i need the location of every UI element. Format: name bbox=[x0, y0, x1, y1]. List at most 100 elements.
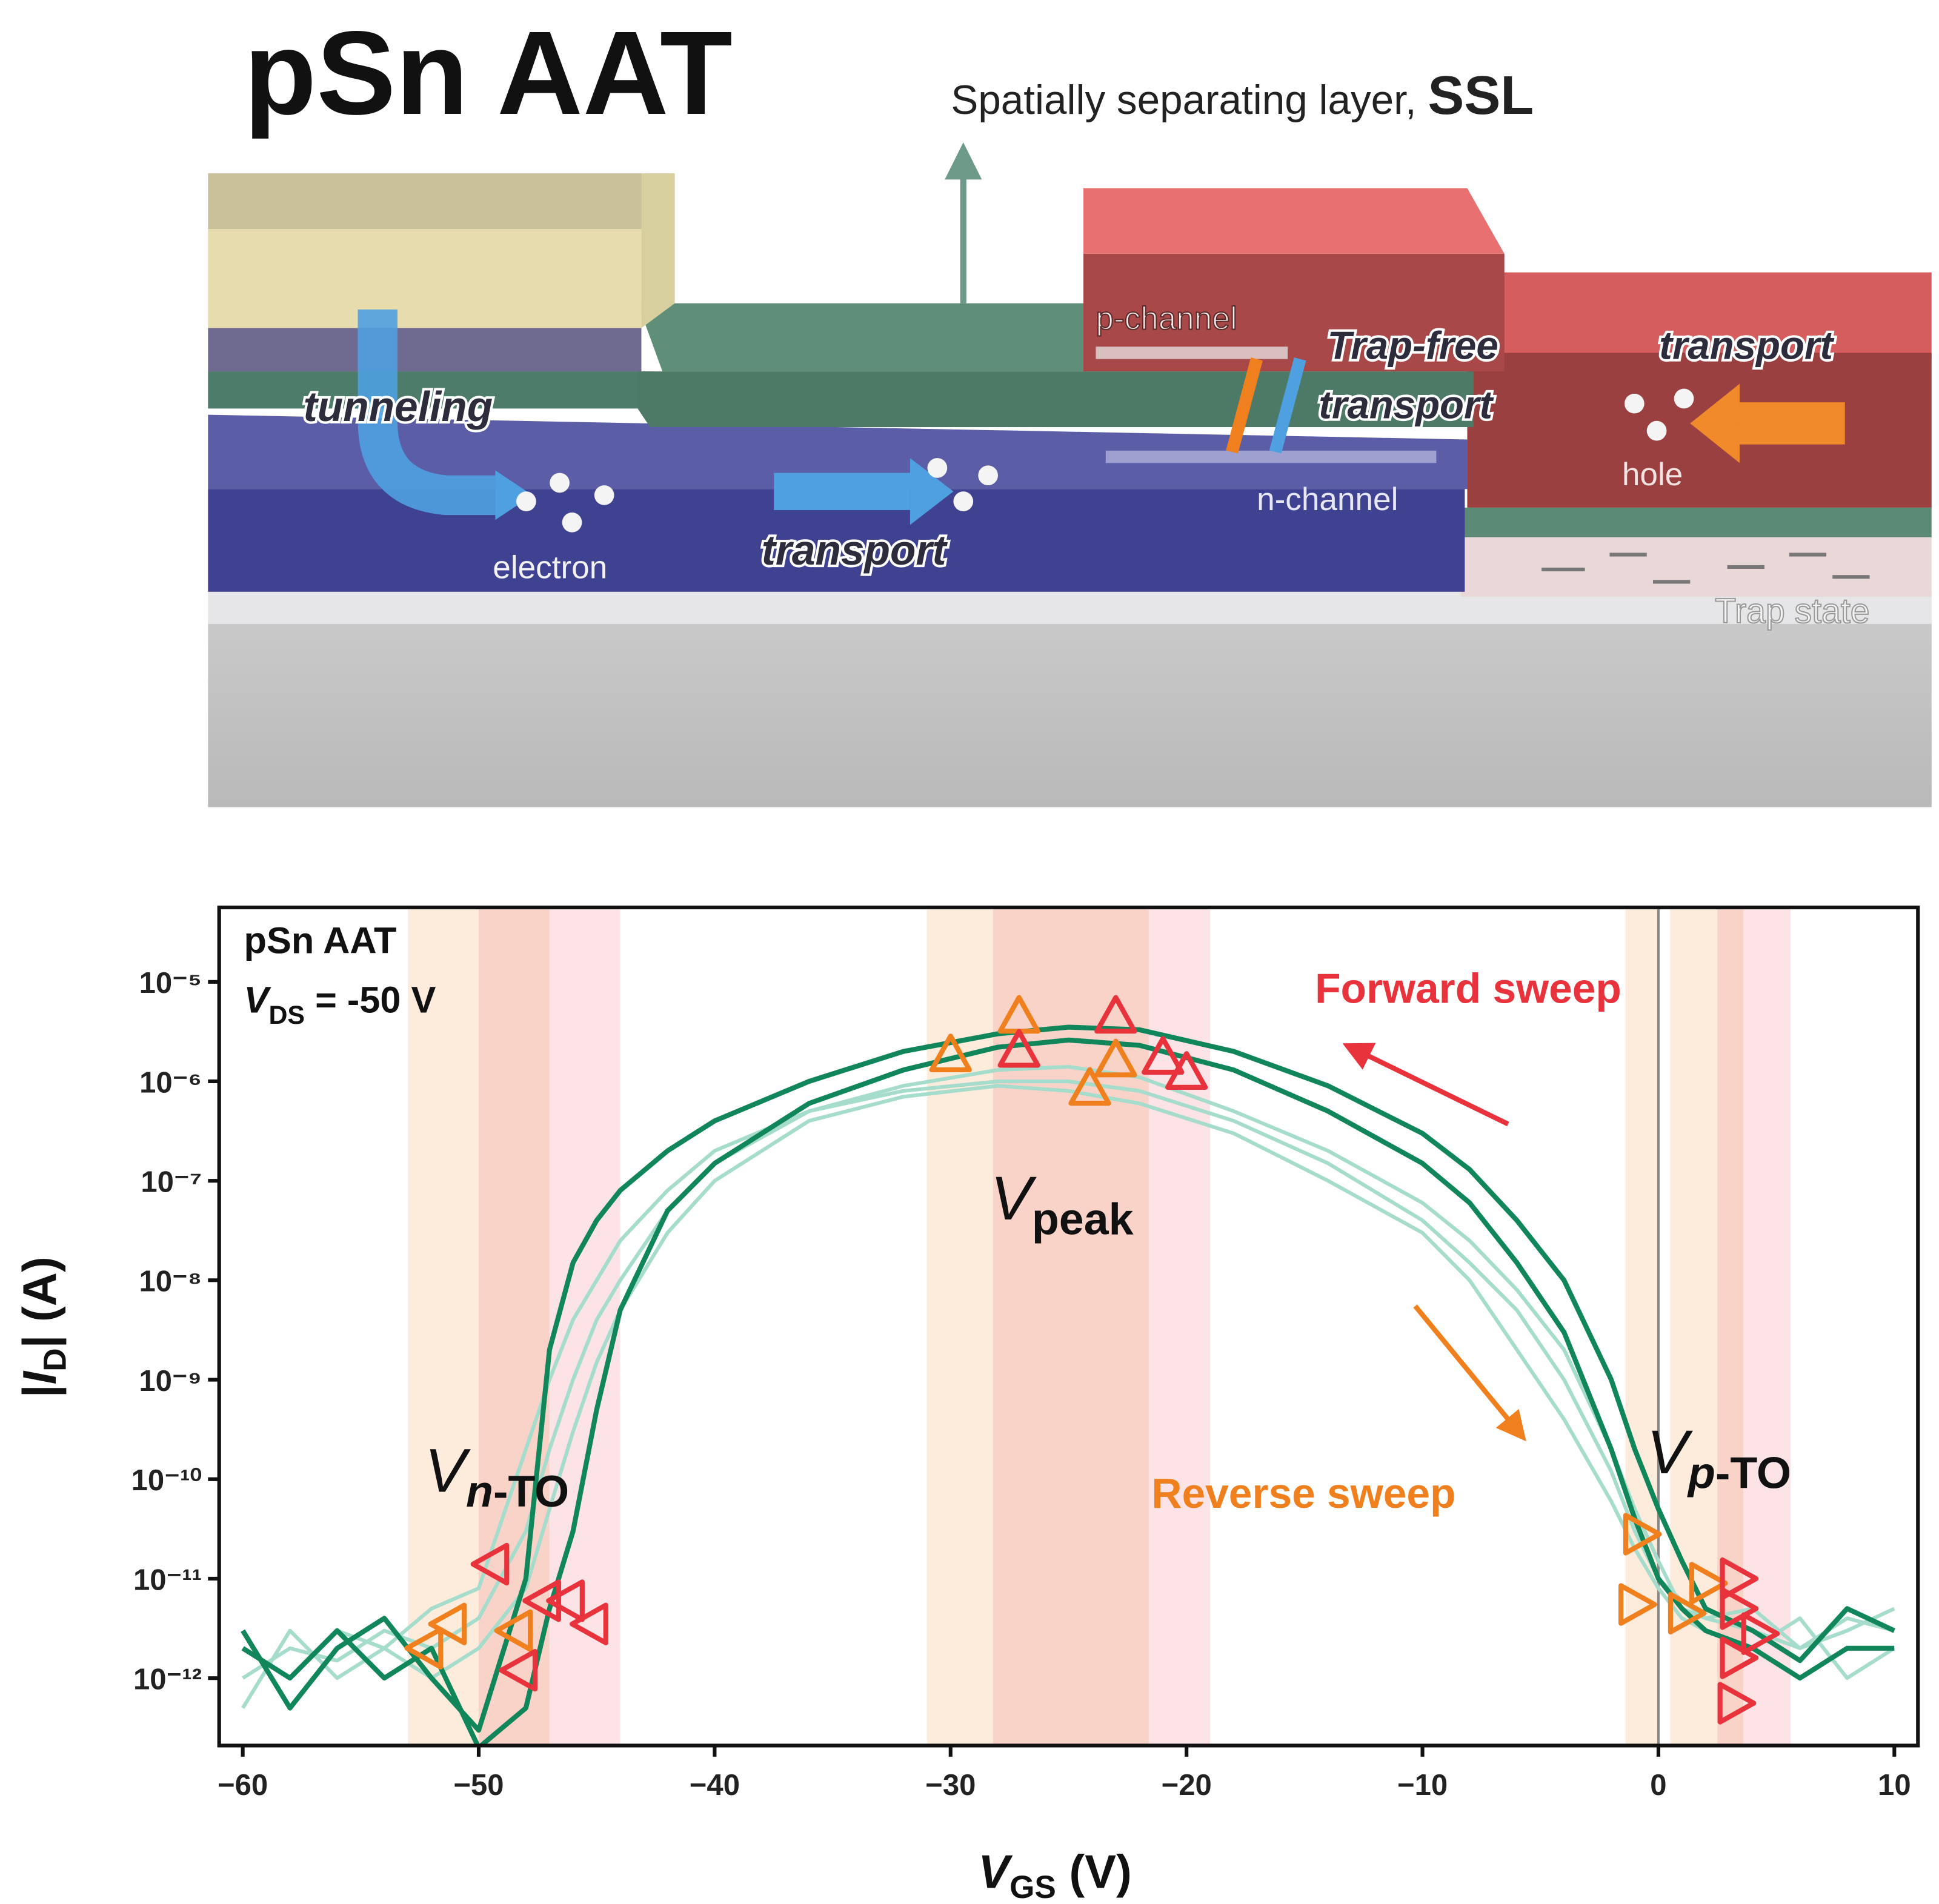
electrode-base bbox=[208, 328, 642, 372]
band bbox=[926, 907, 993, 1746]
electrode-top bbox=[208, 173, 642, 230]
marker bbox=[1068, 1067, 1111, 1106]
marker bbox=[1618, 1583, 1657, 1626]
ylabel-bar: | bbox=[14, 1384, 66, 1398]
marker bbox=[570, 1602, 608, 1645]
hop-arrow-orange bbox=[1226, 357, 1263, 454]
n-channel-label: n-channel bbox=[1257, 482, 1398, 517]
tunneling-arrowhead bbox=[495, 470, 533, 520]
carriers bbox=[516, 388, 1694, 532]
vpeak-v: V bbox=[991, 1164, 1037, 1233]
y-tick-label: 10⁻¹² bbox=[133, 1664, 202, 1696]
vnto-v: V bbox=[425, 1436, 471, 1505]
ssl-abbrev: SSL bbox=[1428, 65, 1534, 126]
marker bbox=[546, 1579, 585, 1622]
trap-state-label: Trap state bbox=[1715, 592, 1869, 631]
x-tick-label: −10 bbox=[1397, 1769, 1448, 1802]
marker bbox=[470, 1542, 510, 1586]
x-tick-label: 0 bbox=[1650, 1769, 1666, 1802]
ssl-front bbox=[637, 371, 1474, 428]
y-tick-label: 10⁻⁸ bbox=[139, 1265, 202, 1298]
x-tick-label: −30 bbox=[925, 1769, 976, 1802]
marker bbox=[1142, 1036, 1185, 1075]
marker bbox=[1689, 1562, 1728, 1605]
annotations: pSn AAT VDS = -50 V Forward sweep Revers… bbox=[14, 920, 1791, 1904]
ssl-text: Spatially separating layer, bbox=[951, 78, 1428, 123]
marker bbox=[499, 1648, 538, 1692]
ssl-right bbox=[1461, 507, 1932, 537]
x-tick-label: −20 bbox=[1162, 1769, 1212, 1802]
hole-arrowhead bbox=[1690, 383, 1740, 463]
transport-arrow bbox=[774, 473, 910, 510]
transport-arrowhead bbox=[910, 458, 954, 525]
axes: −60 −50 −40 −30 −20 −10 0 10 10⁻¹² 10⁻¹¹ 10⁻¹⁰ 10⁻⁹… bbox=[131, 967, 1911, 1802]
y-tick-label: 10⁻¹⁰ bbox=[131, 1464, 202, 1497]
marker bbox=[1720, 1557, 1759, 1600]
hole-label: hole bbox=[1622, 457, 1683, 493]
diagram-title: pSn AAT bbox=[244, 6, 733, 139]
vpto-sub: -TO bbox=[1715, 1447, 1791, 1498]
curve bbox=[241, 1024, 1895, 1733]
forward-label: Forward sweep bbox=[1315, 964, 1621, 1012]
plot-frame bbox=[217, 905, 1920, 1748]
forward-arrow bbox=[1342, 1043, 1509, 1127]
ylabel-i: I bbox=[14, 1370, 66, 1384]
n-channel-stripe bbox=[1105, 450, 1437, 463]
trap-free-label: Trap-free bbox=[1328, 323, 1498, 368]
reverse-arrow bbox=[1413, 1304, 1526, 1442]
p-block-top bbox=[1083, 188, 1505, 254]
y-tick-label: 10⁻⁶ bbox=[139, 1066, 202, 1099]
device-label: pSn AAT bbox=[244, 920, 397, 961]
tunneling-label: tunneling bbox=[304, 383, 493, 430]
vds-sub: DS bbox=[268, 1001, 305, 1030]
x-tick-label: −40 bbox=[690, 1769, 740, 1802]
hole-arrow bbox=[1740, 402, 1845, 445]
substrate bbox=[208, 619, 1932, 808]
ylabel-unit: | (A) bbox=[14, 1256, 66, 1348]
y-tick-label: 10⁻⁹ bbox=[139, 1365, 202, 1398]
ylabel-sub: D bbox=[37, 1348, 73, 1371]
vds-label: VDS = -50 V bbox=[244, 980, 436, 1030]
marker bbox=[428, 1602, 467, 1645]
y-axis-label: |ID| (A) bbox=[14, 1256, 73, 1398]
xlabel-unit: (V) bbox=[1056, 1846, 1132, 1898]
marker bbox=[1668, 1591, 1707, 1635]
markers bbox=[404, 995, 1780, 1725]
vpto-p: p bbox=[1687, 1447, 1715, 1498]
electron-label: electron bbox=[493, 549, 607, 585]
marker bbox=[404, 1627, 444, 1670]
vpeak-label: Vpeak bbox=[991, 1164, 1134, 1244]
p-channel-label: p-channel bbox=[1096, 301, 1237, 337]
dielectric bbox=[208, 591, 1932, 624]
vpeak-sub: peak bbox=[1032, 1193, 1134, 1244]
band bbox=[408, 907, 479, 1746]
electrode-front bbox=[208, 229, 642, 328]
reverse-label: Reverse sweep bbox=[1151, 1470, 1455, 1517]
marker bbox=[494, 1609, 533, 1652]
marker bbox=[1720, 1587, 1759, 1630]
curve bbox=[241, 1084, 1895, 1710]
y-tick-label: 10⁻⁵ bbox=[139, 967, 202, 1000]
vds-v: V bbox=[244, 980, 272, 1021]
x-tick-label: 10 bbox=[1878, 1769, 1911, 1802]
xlabel-v: V bbox=[978, 1846, 1013, 1898]
p-layer-top bbox=[1467, 272, 1932, 359]
device-diagram: pSn AAT Spatially separating layer, SSL … bbox=[208, 6, 1932, 808]
x-tick-label: −60 bbox=[218, 1769, 268, 1802]
ssl-label: Spatially separating layer, SSL bbox=[951, 65, 1534, 126]
marker bbox=[1717, 1682, 1757, 1725]
xlabel-sub: GS bbox=[1009, 1869, 1056, 1904]
trap-dashes bbox=[1542, 552, 1870, 584]
p-channel-stripe bbox=[1096, 347, 1288, 359]
electrode-side bbox=[641, 173, 675, 328]
vds-value: = -50 V bbox=[305, 980, 436, 1021]
tunneling-arrow bbox=[358, 309, 496, 516]
transport-label: transport bbox=[1659, 323, 1834, 368]
vpto-v: V bbox=[1647, 1418, 1694, 1487]
vnto-sub: -TO bbox=[493, 1466, 569, 1516]
marker bbox=[1165, 1051, 1208, 1090]
marker bbox=[1720, 1636, 1759, 1679]
hop-arrow-blue bbox=[1269, 357, 1306, 454]
trap-region bbox=[1461, 534, 1932, 597]
